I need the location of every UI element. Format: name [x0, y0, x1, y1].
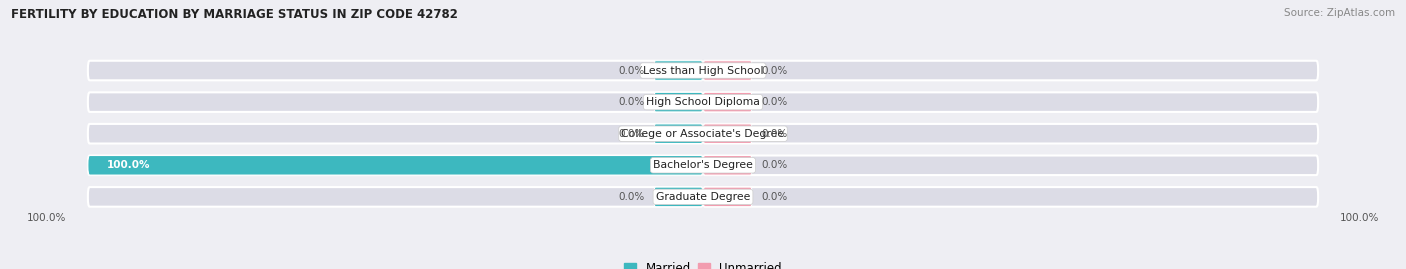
- Text: 100.0%: 100.0%: [27, 213, 66, 223]
- FancyBboxPatch shape: [703, 155, 752, 175]
- Text: FERTILITY BY EDUCATION BY MARRIAGE STATUS IN ZIP CODE 42782: FERTILITY BY EDUCATION BY MARRIAGE STATU…: [11, 8, 458, 21]
- Text: Bachelor's Degree: Bachelor's Degree: [652, 160, 754, 170]
- FancyBboxPatch shape: [87, 61, 703, 80]
- FancyBboxPatch shape: [87, 124, 703, 143]
- FancyBboxPatch shape: [703, 92, 1319, 112]
- Text: 0.0%: 0.0%: [762, 192, 787, 202]
- FancyBboxPatch shape: [87, 155, 703, 175]
- Text: 0.0%: 0.0%: [762, 97, 787, 107]
- Text: Less than High School: Less than High School: [643, 66, 763, 76]
- FancyBboxPatch shape: [87, 92, 703, 112]
- Text: 0.0%: 0.0%: [619, 66, 644, 76]
- Text: College or Associate's Degree: College or Associate's Degree: [621, 129, 785, 139]
- FancyBboxPatch shape: [703, 187, 752, 207]
- FancyBboxPatch shape: [703, 61, 1319, 80]
- FancyBboxPatch shape: [703, 92, 752, 112]
- Text: 0.0%: 0.0%: [619, 97, 644, 107]
- FancyBboxPatch shape: [703, 187, 1319, 207]
- Text: 100.0%: 100.0%: [1340, 213, 1379, 223]
- FancyBboxPatch shape: [703, 124, 752, 143]
- FancyBboxPatch shape: [654, 61, 703, 80]
- Text: 0.0%: 0.0%: [619, 192, 644, 202]
- FancyBboxPatch shape: [87, 155, 703, 175]
- Legend: Married, Unmarried: Married, Unmarried: [620, 258, 786, 269]
- FancyBboxPatch shape: [703, 124, 1319, 143]
- Text: 100.0%: 100.0%: [107, 160, 150, 170]
- FancyBboxPatch shape: [703, 155, 1319, 175]
- FancyBboxPatch shape: [703, 61, 752, 80]
- FancyBboxPatch shape: [87, 187, 703, 207]
- FancyBboxPatch shape: [654, 187, 703, 207]
- Text: 0.0%: 0.0%: [762, 129, 787, 139]
- Text: 0.0%: 0.0%: [619, 129, 644, 139]
- FancyBboxPatch shape: [654, 92, 703, 112]
- Text: Source: ZipAtlas.com: Source: ZipAtlas.com: [1284, 8, 1395, 18]
- Text: High School Diploma: High School Diploma: [647, 97, 759, 107]
- Text: Graduate Degree: Graduate Degree: [655, 192, 751, 202]
- FancyBboxPatch shape: [654, 124, 703, 143]
- Text: 0.0%: 0.0%: [762, 66, 787, 76]
- Text: 0.0%: 0.0%: [762, 160, 787, 170]
